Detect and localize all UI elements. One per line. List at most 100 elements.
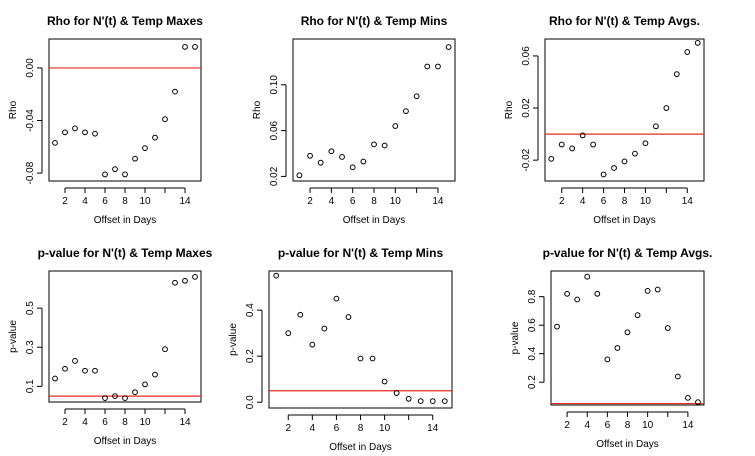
data-point xyxy=(642,140,649,147)
data-point xyxy=(309,341,316,348)
x-tick-label: 6 xyxy=(334,423,340,434)
data-point xyxy=(413,93,420,100)
y-tick-label: 0.0 xyxy=(245,395,256,409)
data-point xyxy=(654,286,661,293)
x-tick-label: 2 xyxy=(285,423,291,434)
data-point xyxy=(357,355,364,362)
y-tick-label: 0.2 xyxy=(245,349,256,363)
panel-5: p-value for N'(t) & Temp Mins 2 4 6 8 10 14 Off… xyxy=(228,246,453,453)
data-point xyxy=(590,141,597,148)
data-point xyxy=(424,63,431,70)
x-tick-label: 10 xyxy=(379,423,391,434)
data-point xyxy=(285,330,292,337)
data-point xyxy=(162,346,168,353)
x-axis-label: Offset in Days xyxy=(343,215,406,226)
data-point xyxy=(52,139,58,146)
chart-title: Rho for N'(t) & Temp Maxes xyxy=(47,14,203,28)
x-axis-label: Offset in Days xyxy=(329,442,392,453)
data-point xyxy=(112,393,118,400)
data-point xyxy=(142,145,148,152)
x-tick-label: 4 xyxy=(329,196,335,207)
y-tick-label: 0.02 xyxy=(269,166,280,186)
y-tick-label: 0.10 xyxy=(269,75,280,95)
data-point xyxy=(62,365,68,372)
y-tick-label: 0.06 xyxy=(521,46,532,66)
data-point xyxy=(102,171,108,178)
y-axis-label: Rho xyxy=(252,100,263,119)
data-point xyxy=(112,166,118,173)
data-point xyxy=(392,123,399,129)
x-tick-label: 10 xyxy=(139,417,151,428)
data-point xyxy=(132,389,138,396)
y-axis-label: p-value xyxy=(8,320,19,353)
data-point xyxy=(172,88,178,95)
data-point xyxy=(360,158,367,165)
data-point xyxy=(82,367,88,374)
data-point xyxy=(102,395,108,401)
data-point xyxy=(82,129,88,136)
data-point xyxy=(296,172,303,179)
plot-frame xyxy=(48,38,202,182)
data-point xyxy=(644,288,651,294)
y-axis-label: Rho xyxy=(504,100,515,119)
y-axis: 0.02 0.06 0.10 xyxy=(269,75,287,186)
x-tick-label: 6 xyxy=(605,420,611,431)
y-tick-label: 0.1 xyxy=(25,379,36,393)
data-point xyxy=(182,277,188,284)
panel-3: Rho for N'(t) & Temp Avgs. 2 4 6 8 10 14 Offset… xyxy=(504,14,705,226)
x-tick-label: 14 xyxy=(682,420,694,431)
x-tick-label: 14 xyxy=(432,196,444,207)
x-tick-label: 6 xyxy=(102,417,108,428)
y-tick-label: 0.3 xyxy=(25,340,36,354)
y-tick-label: 0.00 xyxy=(25,58,36,78)
x-tick-label: 4 xyxy=(82,417,88,428)
data-point xyxy=(564,290,571,297)
data-points xyxy=(548,40,701,178)
data-point xyxy=(132,155,138,162)
data-point xyxy=(574,296,581,303)
data-point xyxy=(381,378,388,385)
plot-frame xyxy=(544,38,705,182)
x-tick-label: 4 xyxy=(310,423,316,434)
data-point xyxy=(554,323,560,330)
y-tick-label: 0.4 xyxy=(527,346,538,360)
y-tick-label: 0.06 xyxy=(269,120,280,140)
x-tick-label: 10 xyxy=(139,196,151,207)
data-point xyxy=(122,395,128,401)
data-point xyxy=(652,123,659,130)
x-axis-label: Offset in Days xyxy=(593,215,656,226)
x-tick-label: 14 xyxy=(682,196,694,207)
x-tick-label: 14 xyxy=(427,423,439,434)
y-tick-label: 0.6 xyxy=(527,318,538,332)
x-tick-label: 2 xyxy=(559,196,565,207)
plot-frame xyxy=(48,270,202,403)
x-axis: 2 4 6 8 10 14 xyxy=(307,187,444,207)
data-point xyxy=(548,155,555,162)
y-axis: -0.08 -0.04 0.00 xyxy=(25,58,43,185)
y-tick-label: -0.02 xyxy=(521,148,532,171)
y-tick-label: 0.02 xyxy=(521,98,532,118)
data-point xyxy=(317,159,324,166)
panel-1: Rho for N'(t) & Temp Maxes 2 4 6 8 10 14 Offset… xyxy=(8,14,203,226)
data-point xyxy=(624,329,631,336)
y-axis: 0.2 0.4 0.6 0.8 xyxy=(527,289,545,389)
data-point xyxy=(600,171,607,178)
chart-title: p-value for N'(t) & Temp Mins xyxy=(278,246,444,260)
x-axis: 2 4 6 8 10 14 xyxy=(564,411,694,431)
data-points xyxy=(273,272,448,404)
y-tick-label: 0.8 xyxy=(527,289,538,303)
x-tick-label: 6 xyxy=(601,196,607,207)
data-point xyxy=(663,105,670,111)
y-tick-label: 0.2 xyxy=(527,375,538,389)
x-tick-label: 10 xyxy=(640,196,652,207)
x-tick-label: 2 xyxy=(62,196,68,207)
data-point xyxy=(403,108,409,115)
data-point xyxy=(297,311,304,318)
panel-4: p-value for N'(t) & Temp Maxes 2 4 6 8 10 14 Of… xyxy=(8,246,213,447)
y-axis: -0.02 0.02 0.06 xyxy=(521,46,539,172)
data-point xyxy=(558,141,565,148)
data-point xyxy=(673,71,680,78)
plot-frame xyxy=(268,270,453,409)
data-point xyxy=(369,355,376,362)
